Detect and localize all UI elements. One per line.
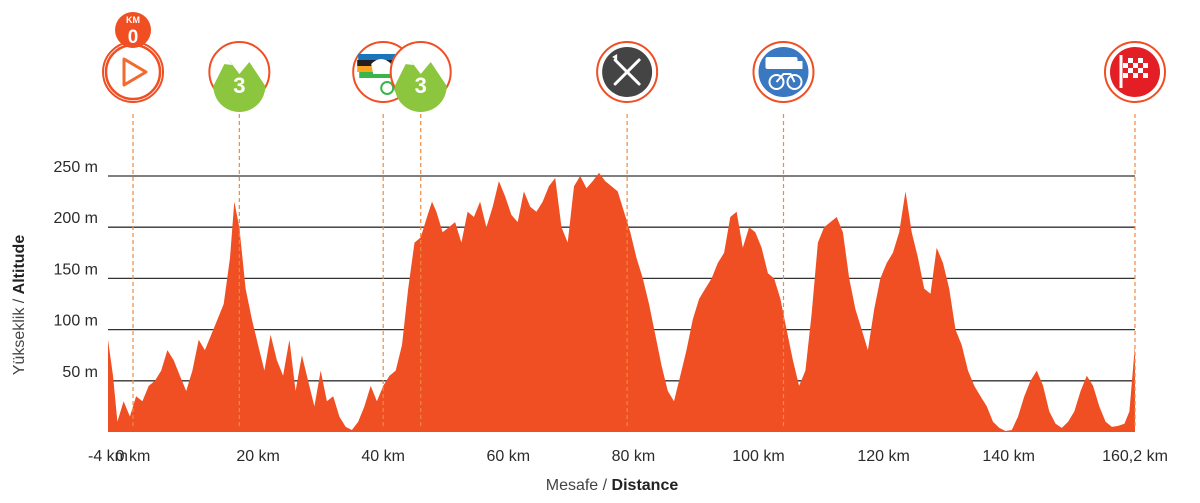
x-tick-label: 100 km [732, 448, 784, 465]
x-axis-title: Mesafe / Distance [546, 477, 679, 494]
y-tick-label: 50 m [62, 364, 98, 381]
start-play-icon: KM 0 [102, 12, 165, 103]
x-tick-label: 20 km [236, 448, 280, 465]
mountain-cat3-icon: 3 [389, 41, 452, 113]
x-axis-title-sep: / [598, 477, 611, 494]
x-tick-label: 80 km [612, 448, 656, 465]
elevation-area [108, 172, 1135, 432]
feed-zone-icon [596, 41, 659, 103]
y-tick-label: 100 m [54, 313, 98, 330]
finish-flag-icon [1104, 41, 1166, 103]
km-badge-top: KM [126, 15, 140, 25]
mountain-cat3-icon: 3 [208, 41, 271, 113]
x-axis-ticks: -4 km0 km 20 km 40 km 60 km 80 km 100 km 120 k… [88, 448, 1168, 465]
y-tick-label: 150 m [54, 261, 98, 278]
climb-category-label: 3 [233, 73, 245, 98]
x-axis-title-tr: Mesafe [546, 477, 599, 494]
x-tick-label: 60 km [487, 448, 531, 465]
km-badge-bottom: 0 [128, 27, 139, 48]
climb-category-label: 3 [415, 73, 427, 98]
y-tick-label: 200 m [54, 210, 98, 227]
x-tick-label: 40 km [361, 448, 405, 465]
x-axis-title-en: Distance [612, 477, 679, 494]
km-zero-badge: KM 0 [115, 12, 152, 48]
x-tick-label: -4 km [88, 448, 128, 465]
y-tick-label: 250 m [54, 159, 98, 176]
y-axis-title-en: Altitude [11, 235, 28, 295]
technical-zone-icon [752, 41, 815, 103]
profile-area-layer [108, 172, 1135, 432]
marker-lines-layer [132, 114, 1136, 428]
x-tick-label: 0 km [116, 448, 151, 465]
x-tick-label: 120 km [857, 448, 909, 465]
y-axis-ticks: 50 m 100 m 150 m 200 m 250 m [54, 159, 98, 381]
markers-layer: KM 0 3 3 [102, 12, 1166, 113]
x-tick-label: 140 km [982, 448, 1034, 465]
x-tick-label: 160,2 km [1102, 448, 1168, 465]
y-axis-title-sep: / [11, 294, 28, 307]
y-axis-title-tr: Yükseklik [11, 307, 28, 376]
y-axis-title: Yükseklik / Altitude [11, 235, 28, 376]
